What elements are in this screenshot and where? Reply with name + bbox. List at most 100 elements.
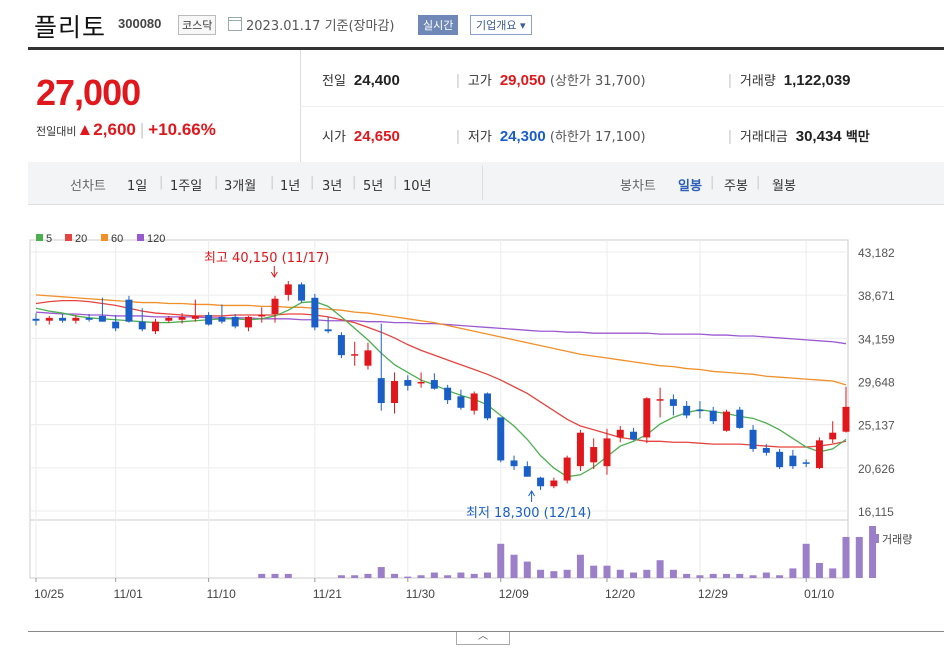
x-tick-label: 12/29 <box>698 587 728 601</box>
candle-body <box>603 438 611 467</box>
candle-body <box>497 417 505 461</box>
chevron-up-icon: ︿ <box>478 631 488 642</box>
tab-weekly-candle[interactable]: 주봉 <box>724 179 748 194</box>
candle-body <box>537 477 545 487</box>
candle-body <box>152 321 160 332</box>
candle-body <box>576 432 584 467</box>
volume-bar <box>669 569 677 578</box>
open-price: 시가 24,650 <box>322 128 400 145</box>
volume-bar <box>736 573 744 578</box>
x-tick-label: 01/10 <box>804 587 834 601</box>
candle-body <box>510 460 518 467</box>
candle-body <box>523 466 531 477</box>
x-tick-label: 11/10 <box>207 587 236 601</box>
volume-bar <box>523 561 531 578</box>
y-tick-label: 38,671 <box>858 289 895 303</box>
candle-body <box>284 284 292 295</box>
ma-legend-swatch <box>137 234 144 241</box>
header-divider <box>28 47 944 50</box>
tab-3month[interactable]: 3개월 <box>224 179 257 194</box>
candle-body <box>112 321 120 329</box>
tab-3year[interactable]: 3년 <box>322 179 343 194</box>
realtime-button[interactable]: 실시간 <box>418 15 459 35</box>
volume-bar <box>497 543 505 578</box>
candle-chart-label: 봉차트 <box>620 179 656 194</box>
volume-bar <box>749 575 757 578</box>
candle-body <box>205 314 213 325</box>
current-price: 27,000 <box>36 72 141 113</box>
volume-bar <box>510 554 518 578</box>
change-percent: +10.66% <box>148 120 216 139</box>
ma-legend-label: 20 <box>75 233 87 245</box>
candle-body <box>231 316 239 327</box>
y-tick-label: 29,648 <box>858 376 895 390</box>
y-tick-label: 16,115 <box>858 505 894 519</box>
candle-body <box>656 399 664 401</box>
candle-body <box>98 315 106 322</box>
volume-bar <box>537 569 545 578</box>
volume-bar <box>616 569 624 578</box>
candle-body <box>776 451 784 468</box>
candle-body <box>643 398 651 438</box>
volume-bar <box>483 572 491 578</box>
y-tick-label: 34,159 <box>858 332 895 346</box>
candle-body <box>72 317 80 321</box>
tab-1year[interactable]: 1년 <box>280 179 301 194</box>
x-tick-label: 10/25 <box>34 587 64 601</box>
volume-bar <box>470 573 478 578</box>
candle-body <box>351 354 359 356</box>
volume-bar <box>709 573 717 578</box>
candle-body <box>391 381 399 404</box>
volume-bar <box>789 568 797 578</box>
volume-bar <box>377 567 385 578</box>
volume-bar <box>696 575 704 578</box>
expand-chart-button[interactable]: ︿ <box>456 632 510 645</box>
company-overview-dropdown[interactable]: 기업개요 ▾ <box>470 15 532 35</box>
volume-bar <box>656 560 664 578</box>
candle-body <box>364 350 372 366</box>
volume-bar <box>430 572 438 578</box>
candle-body <box>470 393 478 411</box>
candle-body <box>311 297 319 328</box>
candle-body <box>457 396 465 408</box>
tab-5year[interactable]: 5년 <box>363 179 384 194</box>
trade-amount: | 거래대금 30,434 백만 <box>728 128 870 145</box>
candle-body <box>258 314 266 317</box>
candle-body <box>178 316 186 320</box>
volume-bar <box>337 575 345 578</box>
tab-10year[interactable]: 10년 <box>403 179 432 194</box>
x-tick-label: 12/20 <box>605 587 635 601</box>
volume-bar <box>590 565 598 578</box>
ma-legend-swatch <box>36 234 43 241</box>
volume-bar <box>630 572 638 578</box>
candle-body <box>815 440 823 469</box>
calendar-icon <box>228 17 242 31</box>
candle-body <box>709 410 717 422</box>
x-tick-label: 11/21 <box>313 587 342 601</box>
price-chart[interactable]: 43,182 38,671 34,159 29,648 25,137 20,626 16,1… <box>0 204 944 628</box>
candle-body <box>749 429 757 449</box>
candle-body <box>298 284 306 301</box>
volume-bar <box>364 573 372 578</box>
ma-legend-swatch <box>65 234 72 241</box>
tabs-divider <box>482 166 483 200</box>
candle-body <box>138 321 146 330</box>
y-tick-label: 43,182 <box>858 246 895 260</box>
volume-bar <box>842 536 850 578</box>
candle-body <box>377 378 385 404</box>
candle-body <box>789 455 797 467</box>
volume-bar <box>762 572 770 578</box>
volume-bar <box>550 571 558 578</box>
candle-body <box>430 380 438 389</box>
tab-daily-candle[interactable]: 일봉 <box>678 179 702 194</box>
volume-bar <box>643 569 651 578</box>
volume-bar <box>351 575 359 578</box>
candle-body <box>563 457 571 481</box>
tab-monthly-candle[interactable]: 월봉 <box>772 179 796 194</box>
candle-body <box>125 299 133 322</box>
tab-1day[interactable]: 1일 <box>127 179 148 194</box>
tab-1week[interactable]: 1주일 <box>170 179 203 194</box>
candle-body <box>483 393 491 419</box>
candle-body <box>45 317 53 321</box>
ma-legend-label: 60 <box>111 233 123 245</box>
